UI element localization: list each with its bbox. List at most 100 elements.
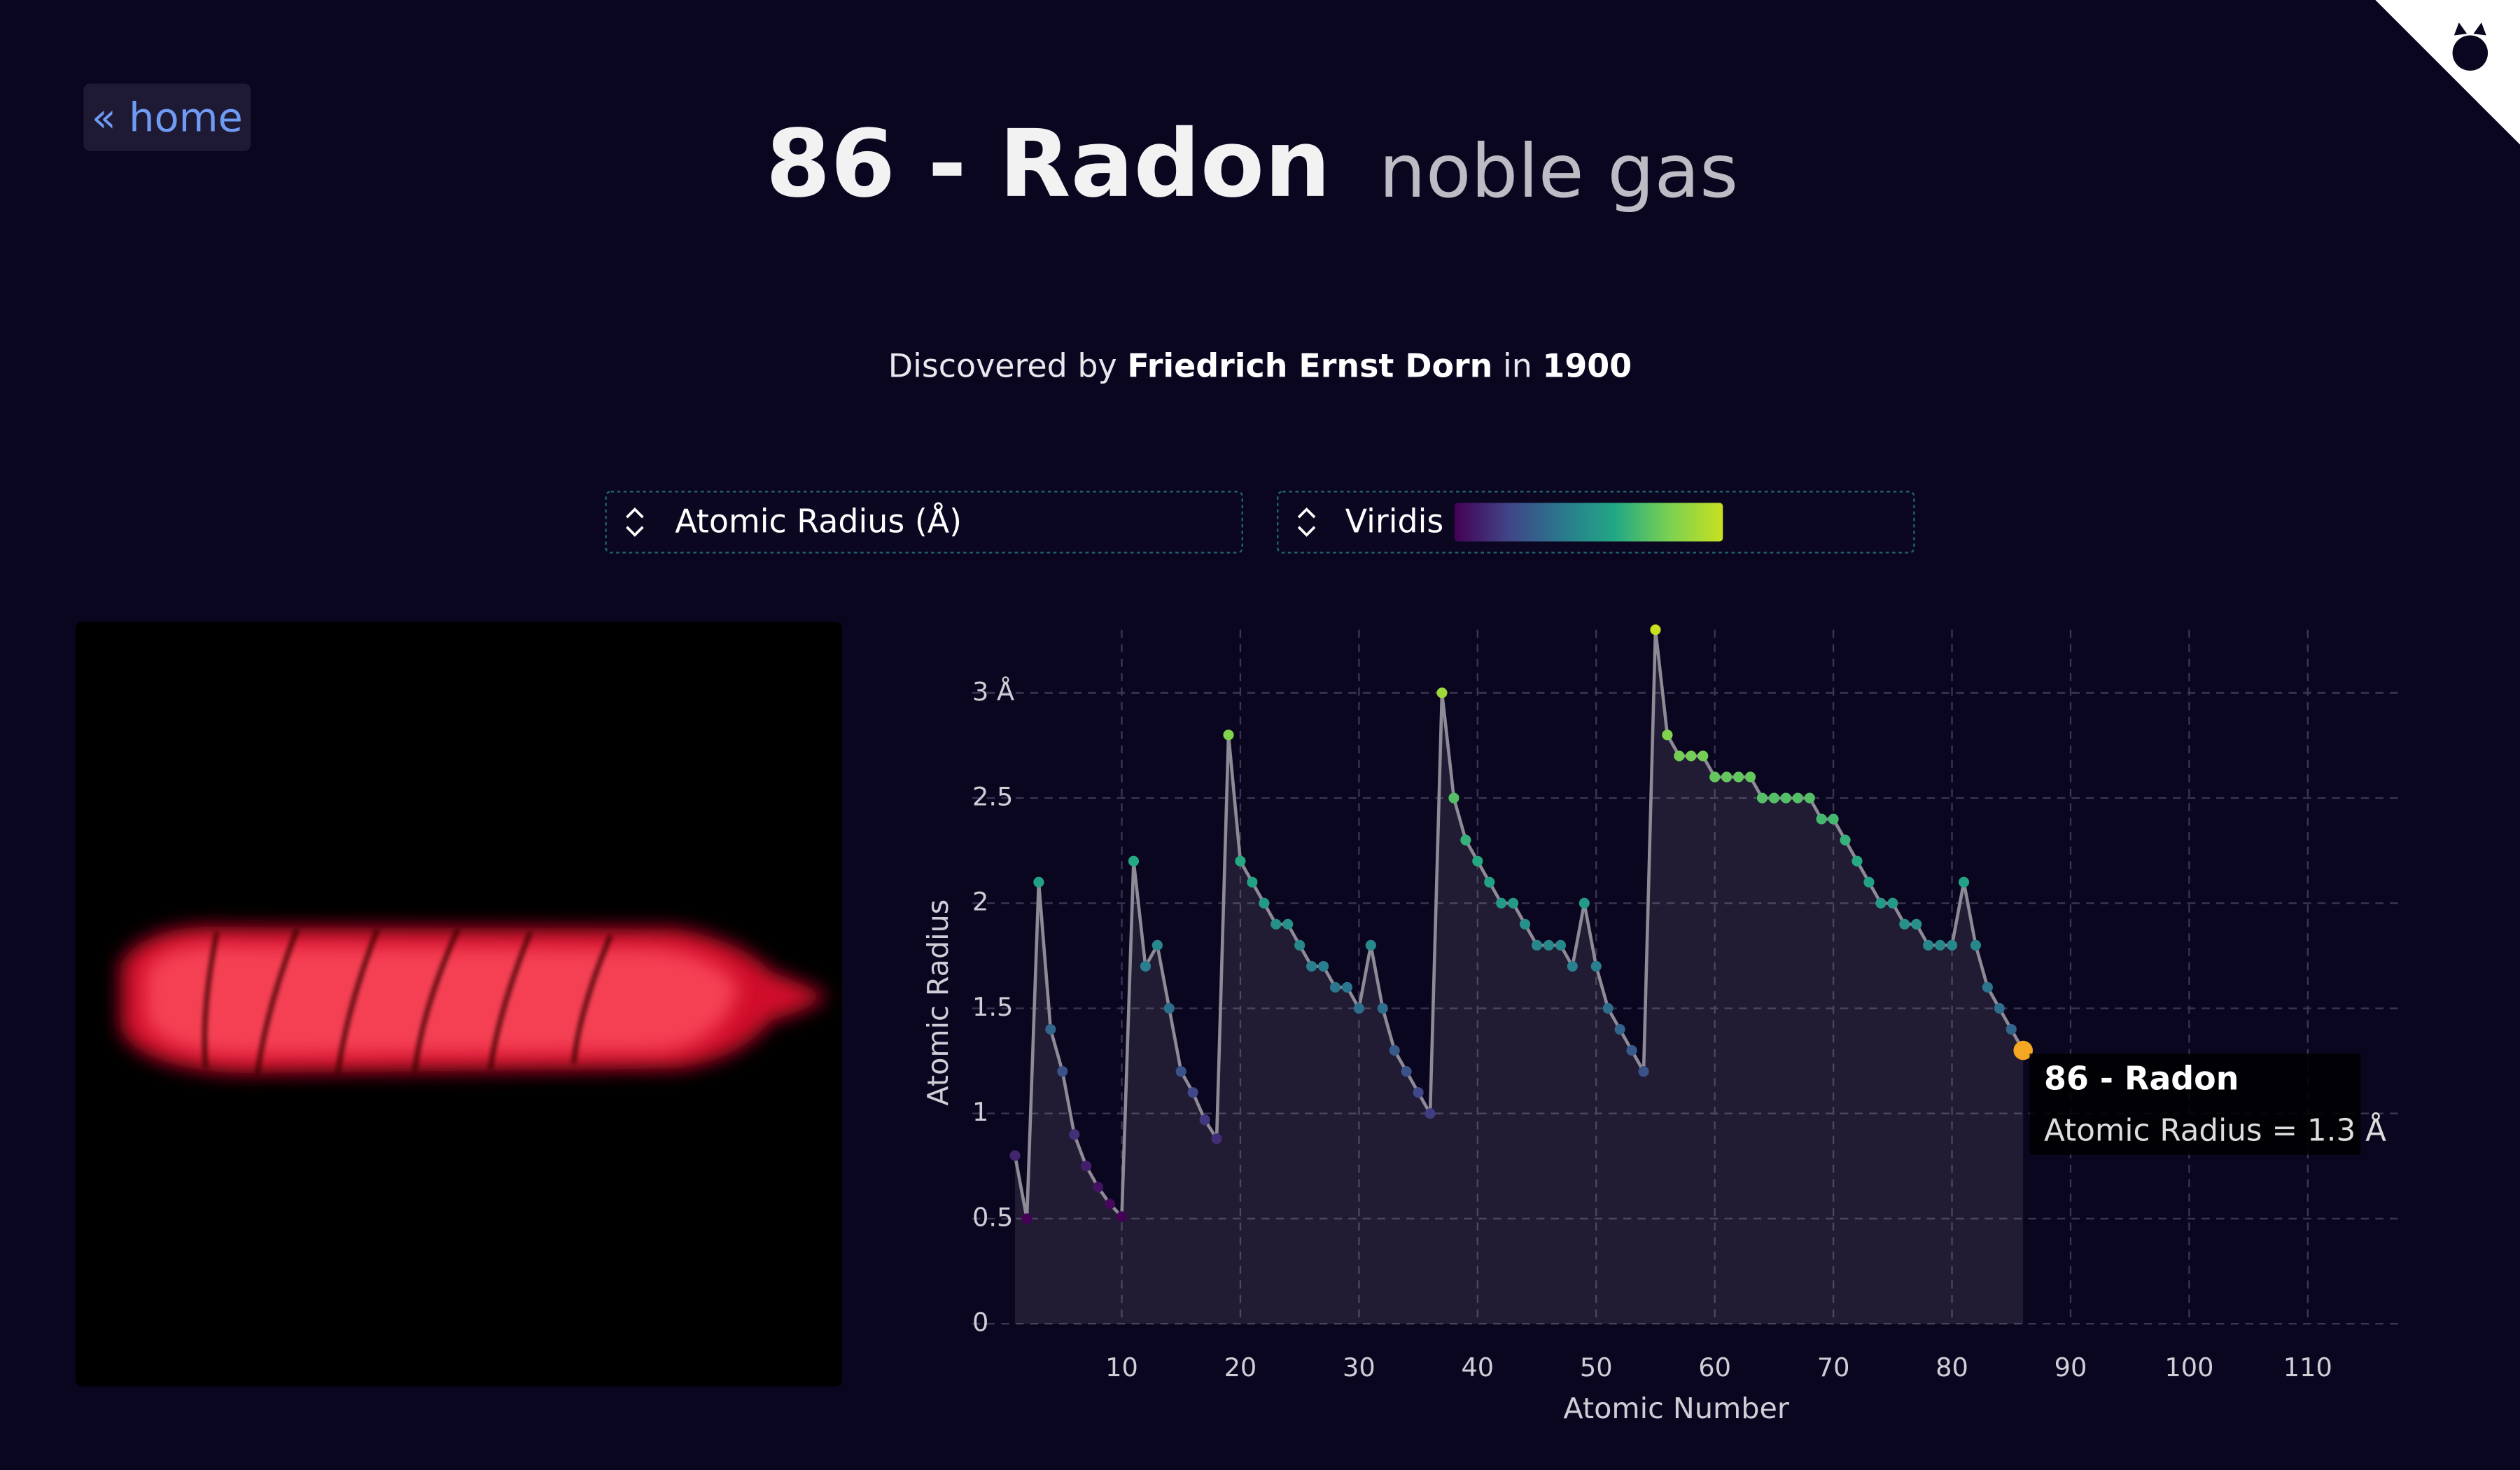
x-axis-label: Atomic Number (1563, 1392, 1788, 1425)
point (1223, 729, 1234, 741)
point (1508, 897, 1519, 909)
y-axis-label: Atomic Radius (921, 899, 955, 1106)
point (2005, 1023, 2017, 1035)
point (1424, 1108, 1436, 1119)
github-corner[interactable] (2375, 0, 2520, 145)
point (1009, 1150, 1021, 1161)
point (1590, 960, 1602, 972)
element-image (75, 622, 843, 1387)
point (1674, 750, 1685, 762)
element-title: 86 - Radon (766, 110, 1331, 218)
y-tick-label: 2 (972, 887, 988, 917)
chart: Atomic Number Atomic Radius 0 0.5 1 1.5 2 2.5… (921, 624, 2403, 1425)
x-tick-label: 80 (1935, 1352, 1968, 1382)
home-link[interactable]: « home (92, 94, 243, 141)
point (1317, 960, 1329, 972)
point (1970, 939, 1982, 951)
point (1187, 1087, 1198, 1098)
point (1460, 834, 1471, 846)
point (1093, 1182, 1104, 1193)
point (1994, 1002, 2005, 1014)
point (1282, 918, 1294, 930)
point (1638, 1066, 1649, 1077)
point (1887, 897, 1898, 909)
x-tick-label: 100 (2164, 1352, 2213, 1382)
discovery: Discovered by Friedrich Ernst Dorn in 19… (888, 346, 1632, 384)
point (1401, 1066, 1412, 1077)
colormap-select[interactable]: Viridis (1277, 491, 1915, 554)
point (1709, 771, 1721, 783)
point (1578, 897, 1590, 909)
y-tick-label: 1.5 (972, 992, 1013, 1022)
colormap-swatch (1454, 503, 1723, 542)
property-label[interactable]: Atomic Radius (Å) (675, 503, 962, 540)
point (1614, 1023, 1625, 1035)
x-tick-label: 30 (1343, 1352, 1376, 1382)
point (1484, 876, 1495, 888)
point (1247, 876, 1258, 888)
point (1756, 792, 1768, 804)
point (1329, 981, 1341, 993)
point (1128, 855, 1140, 867)
discovery-prefix: Discovered by (888, 346, 1117, 384)
point (1081, 1161, 1092, 1172)
tooltip: 86 - Radon Atomic Radius = 1.3 Å (2029, 1054, 2386, 1155)
y-tick-label: 0.5 (972, 1202, 1013, 1232)
point (1650, 624, 1661, 636)
element-category: noble gas (1379, 128, 1738, 214)
point (1496, 897, 1507, 909)
point (1033, 876, 1044, 888)
point (1780, 792, 1791, 804)
point (1828, 813, 1839, 825)
point (1140, 960, 1151, 972)
tooltip-title: 86 - Radon (2044, 1060, 2239, 1098)
point (1816, 813, 1827, 825)
point (1365, 939, 1376, 951)
point (1863, 876, 1875, 888)
point (1235, 855, 1246, 867)
point (1555, 939, 1566, 951)
property-select[interactable]: Atomic Radius (Å) (605, 491, 1243, 554)
point (1448, 792, 1460, 804)
x-tick-label: 20 (1224, 1352, 1257, 1382)
home-button[interactable]: « home (83, 83, 251, 151)
discoverer: Friedrich Ernst Dorn (1127, 346, 1492, 384)
point (1377, 1002, 1388, 1014)
point (1057, 1066, 1068, 1077)
x-tick-label: 60 (1698, 1352, 1731, 1382)
point (1152, 939, 1163, 951)
discovery-in: in (1503, 346, 1532, 384)
point (1840, 834, 1851, 846)
point (1851, 855, 1863, 867)
x-tick-label: 110 (2283, 1352, 2332, 1382)
colormap-label[interactable]: Viridis (1345, 503, 1444, 540)
point (1163, 1002, 1175, 1014)
point (1946, 939, 1958, 951)
point (1069, 1129, 1080, 1140)
point (1686, 750, 1697, 762)
x-tick-label: 40 (1461, 1352, 1494, 1382)
x-tick-label: 90 (2054, 1352, 2087, 1382)
point (1567, 960, 1578, 972)
point (1520, 918, 1531, 930)
point (1732, 771, 1744, 783)
point (1211, 1133, 1222, 1144)
point (1721, 771, 1732, 783)
highlight-point (2013, 1040, 2033, 1060)
point (1935, 939, 1946, 951)
point (1626, 1044, 1637, 1056)
tooltip-text: Atomic Radius = 1.3 Å (2044, 1112, 2386, 1149)
y-tick-label: 0 (972, 1308, 988, 1338)
point (1259, 897, 1270, 909)
point (1306, 960, 1317, 972)
x-tick-label: 70 (1817, 1352, 1850, 1382)
point (1413, 1087, 1424, 1098)
y-tick-label: 1 (972, 1097, 988, 1127)
point (1602, 1002, 1614, 1014)
point (1768, 792, 1779, 804)
point (1199, 1114, 1210, 1126)
point (1543, 939, 1555, 951)
point (1958, 876, 1970, 888)
y-tick-label: 3 Å (972, 676, 1014, 706)
